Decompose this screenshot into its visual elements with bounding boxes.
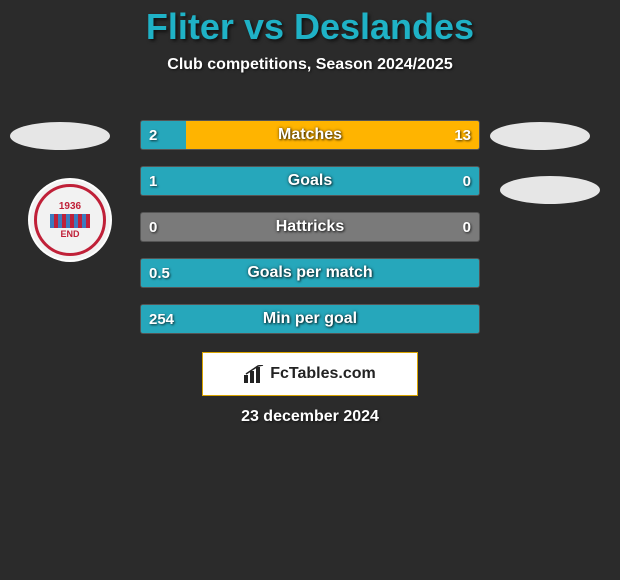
stat-value-right: 0 <box>463 219 471 236</box>
fctables-label: FcTables.com <box>270 365 376 383</box>
stat-row: Hattricks0 0 <box>140 212 480 242</box>
stat-value-left: 1 <box>149 173 157 190</box>
stat-row: Goals10 <box>140 166 480 196</box>
bars-icon <box>244 365 264 383</box>
team2-logo-mid <box>500 176 600 204</box>
comparison-title: Fliter vs Deslandes <box>0 0 620 48</box>
stat-bar-left <box>141 305 479 333</box>
stat-bar-left <box>141 121 186 149</box>
stat-row: Matches213 <box>140 120 480 150</box>
stat-value-left: 2 <box>149 127 157 144</box>
stat-value-left: 0 <box>149 219 157 236</box>
stat-row: Goals per match0.5 <box>140 258 480 288</box>
snapshot-date: 23 december 2024 <box>0 408 620 426</box>
badge-year: 1936 <box>59 201 81 212</box>
stat-value-left: 0.5 <box>149 265 170 282</box>
comparison-subtitle: Club competitions, Season 2024/2025 <box>0 56 620 74</box>
team2-logo-top <box>490 122 590 150</box>
team1-logo-badge: 1936 END <box>28 178 112 262</box>
stat-value-right: 13 <box>454 127 471 144</box>
badge-stripes <box>50 214 90 228</box>
fctables-link[interactable]: FcTables.com <box>202 352 418 396</box>
stat-value-left: 254 <box>149 311 174 328</box>
stat-value-right: 0 <box>463 173 471 190</box>
stat-label: Hattricks <box>141 218 479 236</box>
stat-bar-left <box>141 167 479 195</box>
stat-bar-right <box>186 121 479 149</box>
comparison-bars: Matches213Goals10Hattricks00Goals per ma… <box>140 120 480 350</box>
stat-row: Min per goal254 <box>140 304 480 334</box>
badge-text: END <box>60 230 79 240</box>
team1-logo-top <box>10 122 110 150</box>
stat-bar-left <box>141 259 479 287</box>
